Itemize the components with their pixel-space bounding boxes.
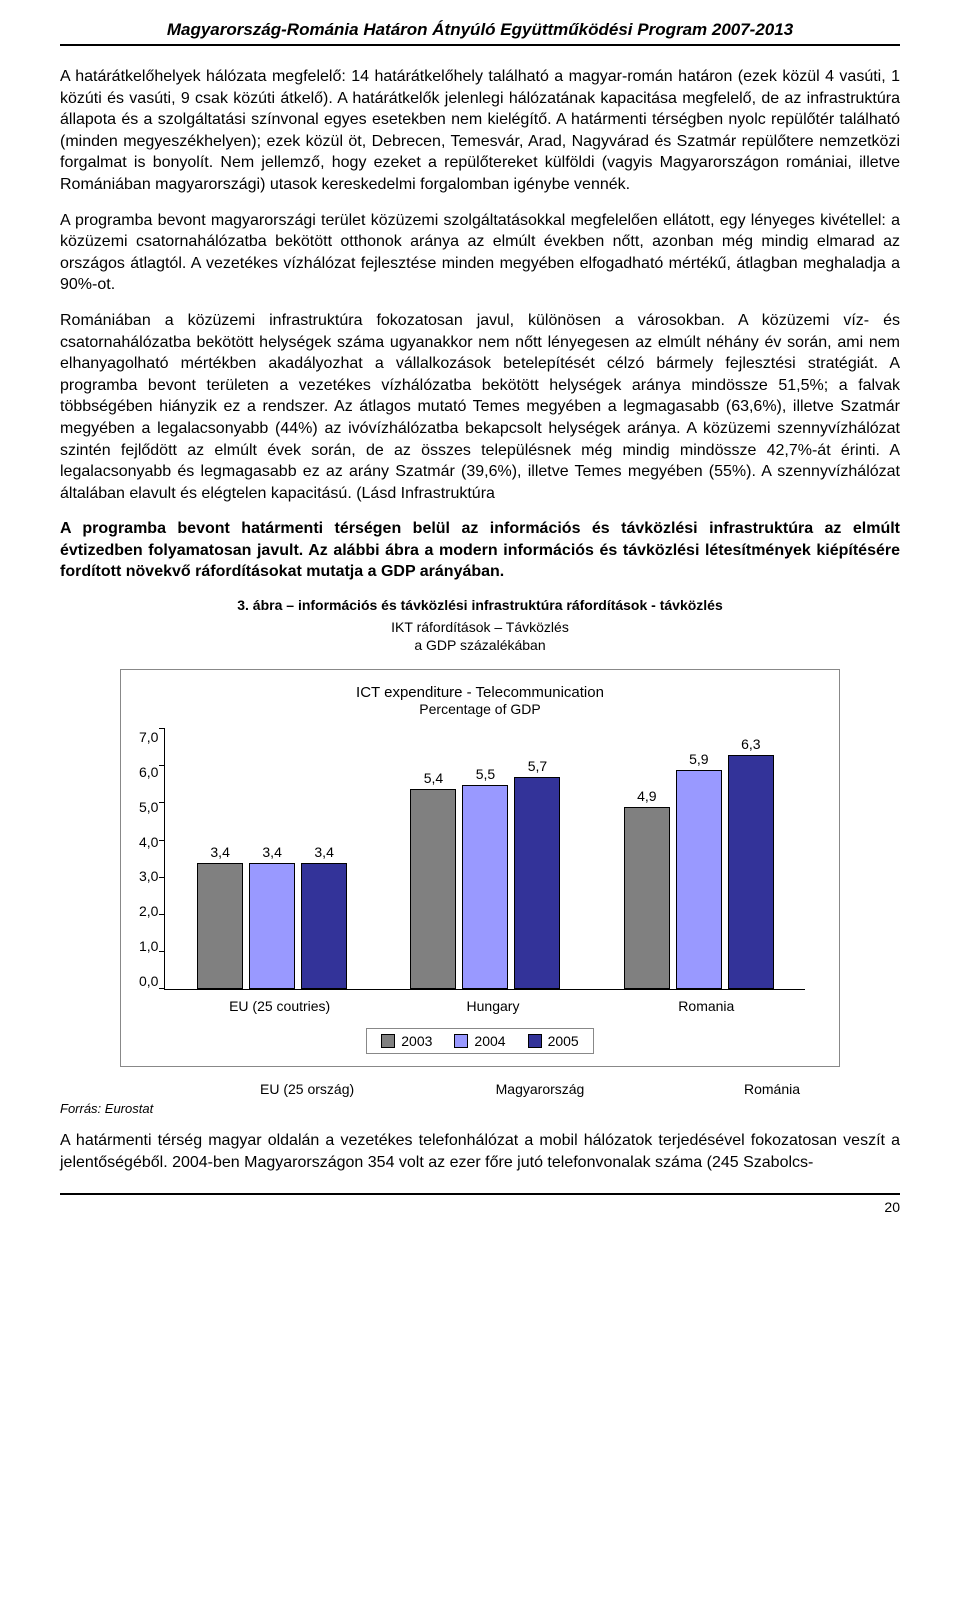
chart-container: ICT expenditure - Telecommunication Perc… bbox=[120, 669, 840, 1067]
chart-title: ICT expenditure - Telecommunication bbox=[139, 684, 821, 701]
chart-bottom-labels: EU (25 ország) Magyarország Románia bbox=[60, 1081, 900, 1097]
bar-value-label: 5,4 bbox=[424, 770, 443, 786]
y-tick-label: 3,0 bbox=[139, 868, 158, 884]
bar: 5,7 bbox=[514, 777, 560, 989]
y-tick-label: 5,0 bbox=[139, 799, 158, 815]
figure-subtitle-1: IKT ráfordítások – Távközlés bbox=[60, 619, 900, 635]
paragraph-5: A határmenti térség magyar oldalán a vez… bbox=[60, 1130, 900, 1173]
y-tick-label: 1,0 bbox=[139, 938, 158, 954]
bar: 5,9 bbox=[676, 770, 722, 989]
legend-swatch bbox=[528, 1034, 542, 1048]
legend-swatch bbox=[454, 1034, 468, 1048]
bar-value-label: 3,4 bbox=[210, 844, 229, 860]
y-tick-label: 6,0 bbox=[139, 764, 158, 780]
paragraph-3: Romániában a közüzemi infrastruktúra fok… bbox=[60, 310, 900, 504]
bar: 5,5 bbox=[462, 785, 508, 989]
bar: 5,4 bbox=[410, 789, 456, 990]
bar-group: 3,43,43,4 bbox=[197, 863, 347, 989]
bar: 3,4 bbox=[249, 863, 295, 989]
paragraph-2: A programba bevont magyarországi terület… bbox=[60, 210, 900, 296]
legend-label: 2003 bbox=[401, 1033, 432, 1049]
y-tick-label: 4,0 bbox=[139, 834, 158, 850]
legend-label: 2004 bbox=[474, 1033, 505, 1049]
page-header: Magyarország-Románia Határon Átnyúló Egy… bbox=[60, 20, 900, 46]
bar: 6,3 bbox=[728, 755, 774, 989]
y-tick-label: 2,0 bbox=[139, 903, 158, 919]
x-tick-label: EU (25 coutries) bbox=[173, 998, 386, 1014]
x-tick-label: Romania bbox=[600, 998, 813, 1014]
y-tick-label: 0,0 bbox=[139, 973, 158, 989]
chart-plot-area: 3,43,43,45,45,55,74,95,96,3 bbox=[164, 729, 805, 990]
chart-legend: 2003 2004 2005 bbox=[366, 1028, 593, 1054]
chart-x-axis-labels: EU (25 coutries)HungaryRomania bbox=[173, 998, 813, 1014]
legend-item: 2003 bbox=[381, 1033, 432, 1049]
legend-item: 2004 bbox=[454, 1033, 505, 1049]
page-number: 20 bbox=[60, 1193, 900, 1215]
bar: 4,9 bbox=[624, 807, 670, 989]
bar-group: 5,45,55,7 bbox=[410, 777, 560, 989]
chart-source: Forrás: Eurostat bbox=[60, 1101, 900, 1116]
figure-subtitle-2: a GDP százalékában bbox=[60, 637, 900, 653]
figure-caption: 3. ábra – információs és távközlési infr… bbox=[60, 597, 900, 613]
chart-subtitle: Percentage of GDP bbox=[139, 701, 821, 717]
legend-item: 2005 bbox=[528, 1033, 579, 1049]
x-tick-label: Hungary bbox=[386, 998, 599, 1014]
legend-swatch bbox=[381, 1034, 395, 1048]
bar-value-label: 5,9 bbox=[689, 751, 708, 767]
bar-group: 4,95,96,3 bbox=[624, 755, 774, 989]
bar-value-label: 6,3 bbox=[741, 736, 760, 752]
bar: 3,4 bbox=[197, 863, 243, 989]
bar-value-label: 3,4 bbox=[262, 844, 281, 860]
bar-value-label: 4,9 bbox=[637, 788, 656, 804]
paragraph-1: A határátkelőhelyek hálózata megfelelő: … bbox=[60, 66, 900, 196]
legend-label: 2005 bbox=[548, 1033, 579, 1049]
y-tick-label: 7,0 bbox=[139, 729, 158, 745]
bar-value-label: 5,7 bbox=[528, 758, 547, 774]
bar-value-label: 3,4 bbox=[314, 844, 333, 860]
bar: 3,4 bbox=[301, 863, 347, 989]
bar-value-label: 5,5 bbox=[476, 766, 495, 782]
paragraph-4: A programba bevont határmenti térségen b… bbox=[60, 518, 900, 583]
